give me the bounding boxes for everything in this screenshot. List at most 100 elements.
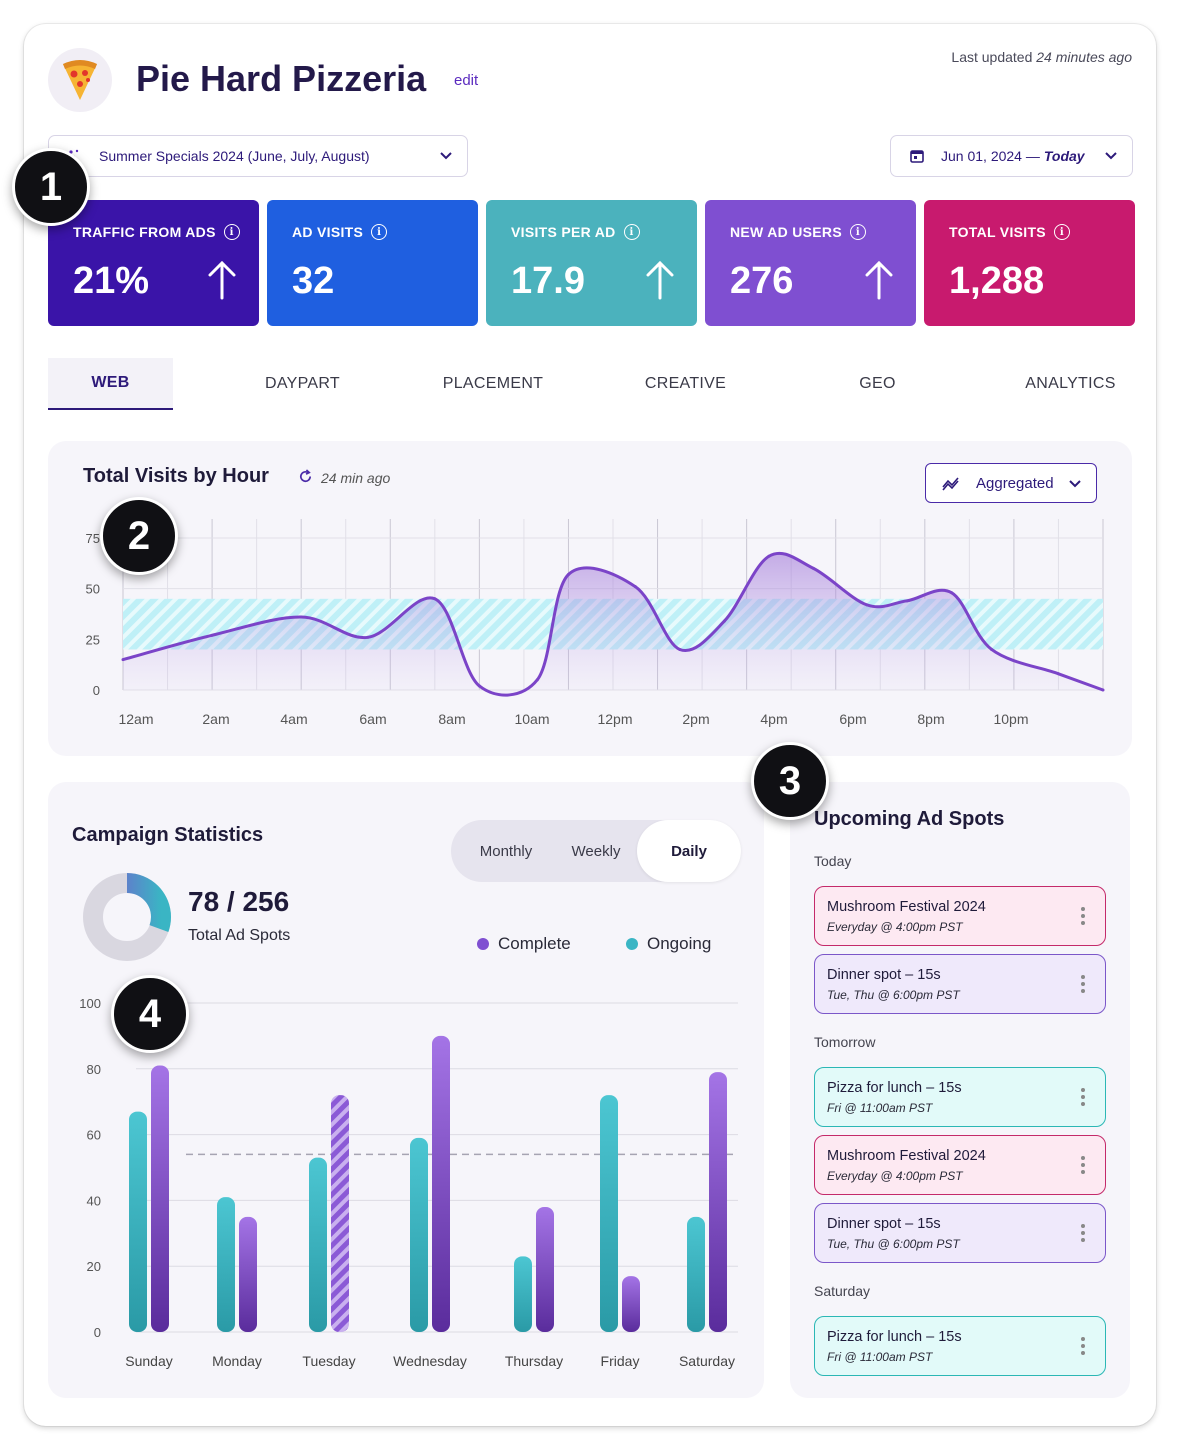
callout-badge-3: 3 [751, 742, 829, 820]
bar-complete[interactable] [151, 1065, 169, 1332]
bar-complete[interactable] [239, 1216, 257, 1332]
more-options-icon[interactable] [1081, 1224, 1085, 1245]
legend-complete: Complete [477, 934, 571, 954]
legend-complete-label: Complete [498, 934, 571, 953]
visits-data-point [905, 599, 909, 603]
info-icon[interactable]: i [371, 224, 388, 240]
bar-complete[interactable] [432, 1035, 450, 1332]
trend-lines-icon [942, 475, 960, 495]
kpi-value: 1,288 [949, 260, 1045, 302]
ad-spot-card[interactable]: Mushroom Festival 2024 Everyday @ 4:00pm… [814, 1135, 1106, 1195]
legend-ongoing: Ongoing [626, 934, 711, 954]
info-icon[interactable]: i [623, 224, 640, 240]
ad-spot-card[interactable]: Pizza for lunch – 15s Fri @ 11:00am PST [814, 1316, 1106, 1376]
info-icon[interactable]: i [1053, 224, 1070, 240]
bar-ongoing[interactable] [514, 1256, 532, 1332]
more-options-icon[interactable] [1081, 1088, 1085, 1109]
bar-ongoing[interactable] [129, 1111, 147, 1332]
visits-data-point [865, 603, 869, 607]
visits-series-line [122, 551, 1104, 697]
x-tick-label: 4pm [760, 711, 787, 727]
more-options-icon[interactable] [1081, 1337, 1085, 1358]
kpi-label-text: NEW AD USERS [730, 224, 842, 240]
last-updated-value: 24 minutes ago [1036, 49, 1132, 65]
x-category-label: Tuesday [302, 1353, 355, 1369]
bar-ongoing[interactable] [600, 1095, 618, 1332]
page-title: Pie Hard Pizzeria [136, 58, 427, 99]
ad-spot-card[interactable]: Mushroom Festival 2024 Everyday @ 4:00pm… [814, 886, 1106, 946]
segment-daily[interactable]: Daily [637, 820, 741, 882]
x-tick-label: 8pm [917, 711, 944, 727]
tab-analytics[interactable]: ANALYTICS [1025, 375, 1116, 392]
bar-complete[interactable] [536, 1206, 554, 1332]
x-category-label: Saturday [679, 1353, 735, 1369]
kpi-card-traffic-from-ads[interactable]: TRAFFIC FROM ADS i 21% [48, 200, 259, 326]
arrow-up-icon [207, 260, 237, 305]
more-options-icon[interactable] [1081, 1156, 1085, 1177]
more-options-icon[interactable] [1081, 907, 1085, 928]
tab-placement[interactable]: PLACEMENT [442, 375, 544, 392]
bar-ongoing[interactable] [309, 1157, 327, 1332]
visits-data-point [722, 619, 726, 623]
date-to: Today [1043, 148, 1085, 164]
edit-title-link[interactable]: edit [454, 72, 479, 89]
aggregate-select[interactable]: Aggregated [925, 463, 1097, 503]
kpi-card-new-ad-users[interactable]: NEW AD USERS i 276 [705, 200, 916, 326]
day-label-saturday: Saturday [814, 1283, 871, 1299]
x-category-label: Sunday [125, 1353, 172, 1369]
y-tick-label: 75 [86, 531, 100, 546]
date-range-select[interactable]: Jun 01, 2024 — Today [890, 135, 1133, 177]
last-updated-text: Last updated 24 minutes ago [951, 49, 1132, 65]
x-tick-label: 8am [438, 711, 465, 727]
visits-data-point [433, 597, 437, 601]
x-tick-label: 10am [514, 711, 549, 727]
segment-monthly[interactable]: Monthly [479, 842, 533, 860]
ad-spot-card[interactable]: Pizza for lunch – 15s Fri @ 11:00am PST [814, 1067, 1106, 1127]
refresh-indicator[interactable]: 24 min ago [298, 469, 390, 487]
ad-spot-schedule: Tue, Thu @ 6:00pm PST [827, 1237, 960, 1251]
tab-web[interactable]: WEB [48, 358, 173, 410]
y-tick-label: 60 [87, 1128, 101, 1143]
kpi-card-total-visits[interactable]: TOTAL VISITS i 1,288 [924, 200, 1135, 326]
kpi-card-visits-per-ad[interactable]: VISITS PER AD i 17.9 [486, 200, 697, 326]
campaign-select[interactable]: Summer Specials 2024 (June, July, August… [48, 135, 468, 177]
bar-ongoing[interactable] [410, 1137, 428, 1332]
bar-complete[interactable] [709, 1072, 727, 1332]
segment-weekly[interactable]: Weekly [571, 842, 621, 860]
x-tick-label: 4am [280, 711, 307, 727]
visits-data-point [566, 572, 570, 576]
tab-daypart[interactable]: DAYPART [264, 375, 340, 392]
legend-complete-swatch [477, 938, 489, 950]
kpi-value: 21% [73, 260, 150, 302]
tab-geo[interactable]: GEO [859, 375, 896, 392]
refresh-label: 24 min ago [321, 470, 391, 486]
info-icon[interactable]: i [223, 224, 240, 240]
visits-data-point [950, 591, 954, 595]
visits-data-point [121, 658, 125, 662]
callout-badge-1: 1 [12, 148, 90, 226]
bar-ongoing[interactable] [217, 1197, 235, 1332]
kpi-card-ad-visits[interactable]: AD VISITS i 32 [267, 200, 478, 326]
visits-data-point [811, 566, 815, 570]
y-tick-label: 0 [93, 683, 100, 698]
x-tick-label: 2am [202, 711, 229, 727]
kpi-value: 32 [292, 260, 335, 302]
visits-by-hour-panel: Total Visits by Hour 24 min ago Aggregat… [48, 441, 1132, 756]
ad-spot-card[interactable]: Dinner spot – 15s Tue, Thu @ 6:00pm PST [814, 1203, 1106, 1263]
bar-complete[interactable] [331, 1095, 349, 1332]
x-tick-label: 6am [359, 711, 386, 727]
kpi-label: TRAFFIC FROM ADS i [73, 224, 259, 240]
more-options-icon[interactable] [1081, 975, 1085, 996]
arrow-up-icon [645, 260, 675, 305]
ad-spot-card[interactable]: Dinner spot – 15s Tue, Thu @ 6:00pm PST [814, 954, 1106, 1014]
y-tick-label: 20 [87, 1259, 101, 1274]
visits-chart-title: Total Visits by Hour [83, 465, 269, 487]
info-icon[interactable]: i [849, 224, 866, 240]
x-category-label: Thursday [505, 1353, 563, 1369]
tab-creative[interactable]: CREATIVE [644, 375, 727, 392]
bar-ongoing[interactable] [687, 1216, 705, 1332]
visits-by-hour-chart: 0 25 50 75 12am 2am 4am 6am 8am 10am 12pm 2pm 4pm 6pm… [86, 519, 1105, 727]
bar-complete[interactable] [622, 1276, 640, 1332]
x-category-label: Friday [601, 1353, 640, 1369]
y-tick-label: 80 [87, 1062, 101, 1077]
